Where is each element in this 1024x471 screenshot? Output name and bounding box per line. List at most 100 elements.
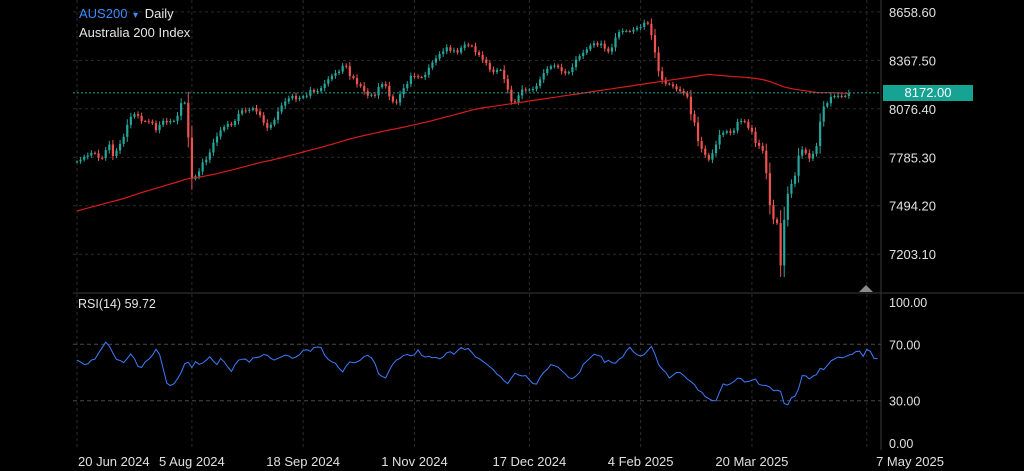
candle [539,76,542,89]
candle [413,73,416,79]
candle-body [266,122,269,128]
scroll-to-latest-icon[interactable] [859,285,873,292]
candle [348,62,351,80]
candle-body [320,88,323,92]
candle-body [707,154,710,160]
candle [646,21,649,26]
candle [269,122,272,131]
candle-body [506,79,509,90]
candle-body [503,69,506,80]
candle [531,86,535,92]
symbol-label[interactable]: AUS200 [79,6,128,21]
price-tick-label: 7203.10 [889,247,936,262]
time-tick-label: 17 Dec 2024 [492,454,566,469]
candle [302,94,305,100]
candle-body [711,153,714,160]
rsi-line [76,341,878,406]
candle [485,56,488,66]
candle-body [373,94,377,96]
candle [219,126,222,140]
candle [226,120,229,130]
rsi-tick-label: 30.00 [889,395,920,409]
candle-body [510,89,513,102]
candle-body [775,219,779,224]
candle-body [352,76,355,79]
candle [118,140,122,154]
candle [704,145,707,158]
candle [600,40,603,49]
price-pane[interactable]: 8658.60 8367.50 8076.40 7785.30 7494.20 7203.… [73,0,936,450]
candle [83,154,86,162]
candle-body [316,91,319,93]
candle [108,140,111,154]
rsi-pane[interactable]: 100.00 70.00 30.00 0.00 [73,296,927,451]
candle [129,112,132,129]
candle [790,179,793,198]
candle-body [560,67,563,72]
candle [499,68,502,72]
candle [639,24,642,31]
price-axis[interactable]: 8658.60 8367.50 8076.40 7785.30 7494.20 7203.… [889,5,936,262]
timeframe-label[interactable]: Daily [144,6,174,21]
candle [115,148,118,159]
candle [208,148,211,164]
candle [589,43,592,52]
candle-body [653,35,657,53]
candle-body [388,86,391,97]
candle-body [233,121,237,126]
candle-body [90,152,93,156]
candle-body [492,69,495,72]
candle [298,95,301,102]
candle-body [115,150,118,156]
candle-body [635,27,639,30]
candle-body [714,144,718,154]
candle-body [546,68,549,74]
candle [574,55,578,71]
instrument-name: Australia 200 Index [79,25,191,40]
candle-body [223,126,226,131]
candle [291,93,294,101]
candle [241,108,244,116]
candle [176,111,179,125]
candle [377,83,380,99]
candle-body [86,155,89,157]
candle-body [840,95,843,97]
candle-body [772,205,775,220]
candle-body [589,45,592,50]
candle-body [363,86,366,92]
candle-body [815,146,818,154]
candle-body [154,123,158,131]
chevron-down-icon[interactable]: ▾ [133,10,139,21]
rsi-tick-label: 70.00 [889,338,920,352]
candle-body [761,145,764,151]
time-axis[interactable]: 20 Jun 2024 5 Aug 2024 18 Sep 2024 1 Nov 20… [78,454,944,469]
candle [406,81,409,91]
candle-body [836,95,840,97]
candle-body [395,101,398,103]
candle-body [327,79,330,84]
candle [679,86,682,94]
candle [79,157,82,164]
candle-body [614,37,617,48]
price-tick-label: 8076.40 [889,102,936,117]
candle-body [176,115,179,121]
candle [714,140,718,157]
candle-body [740,121,743,123]
candle [675,83,678,92]
candle-body [643,22,646,27]
candle [722,130,725,138]
candle [768,162,771,215]
candle-body [628,30,631,32]
candle-body [237,113,240,122]
candle [215,132,219,147]
candle [255,104,258,115]
candle-body [323,83,326,89]
candle-body [603,43,606,49]
rsi-axis[interactable]: 100.00 70.00 30.00 0.00 [889,296,927,451]
candle-body [571,67,574,73]
candle-body [779,223,782,266]
candle-body [449,47,452,51]
candle-body [273,119,276,125]
candle-body [689,96,692,115]
